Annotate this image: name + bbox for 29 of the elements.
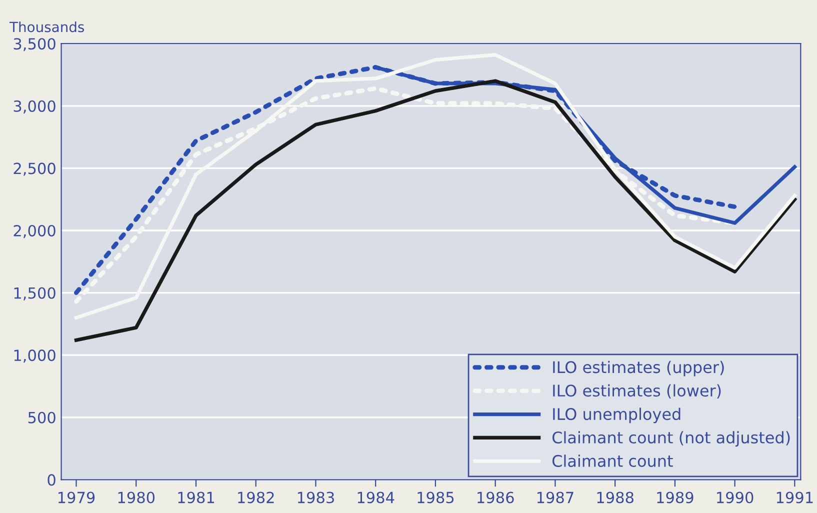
x-tick-label: 1983 [298, 492, 334, 504]
y-tick-label: 500 [28, 412, 56, 424]
line-series [74, 53, 796, 320]
x-tick-label: 1986 [478, 492, 514, 504]
y-tick-label: 1,000 [14, 350, 56, 363]
legend-label: Claimant count [552, 454, 673, 467]
y-tick-label: 2,500 [14, 162, 56, 176]
x-tick-label: 1984 [358, 492, 394, 504]
x-tick-label: 1981 [178, 492, 214, 504]
legend-label: Claimant count (not adjusted) [552, 431, 790, 447]
x-tick-label: 1990 [717, 492, 754, 504]
y-tick-label: 1,500 [14, 287, 56, 300]
legend-label: ILO estimates (upper) [553, 360, 724, 376]
x-tick-label: 1987 [537, 492, 574, 504]
legend-label: ILO estimates (lower) [553, 384, 721, 399]
x-tick-label: 1982 [238, 492, 274, 504]
x-tick-label: 1980 [118, 492, 155, 504]
line-series [74, 79, 796, 342]
x-tick-label: 1985 [418, 492, 454, 504]
legend-label: ILO unemployed [553, 408, 680, 424]
y-tick-label: 3,500 [14, 38, 56, 52]
x-tick-label: 1989 [657, 492, 694, 504]
x-tick-label: 1991 [776, 492, 813, 504]
y-tick-label: 2,000 [14, 224, 56, 238]
x-tick-label: 1988 [597, 492, 634, 504]
y-tick-label: 3,000 [14, 100, 56, 114]
y-axis-title: Thousands [9, 21, 84, 32]
x-tick-label: 1979 [58, 492, 95, 504]
y-tick-label: 0 [48, 474, 56, 486]
